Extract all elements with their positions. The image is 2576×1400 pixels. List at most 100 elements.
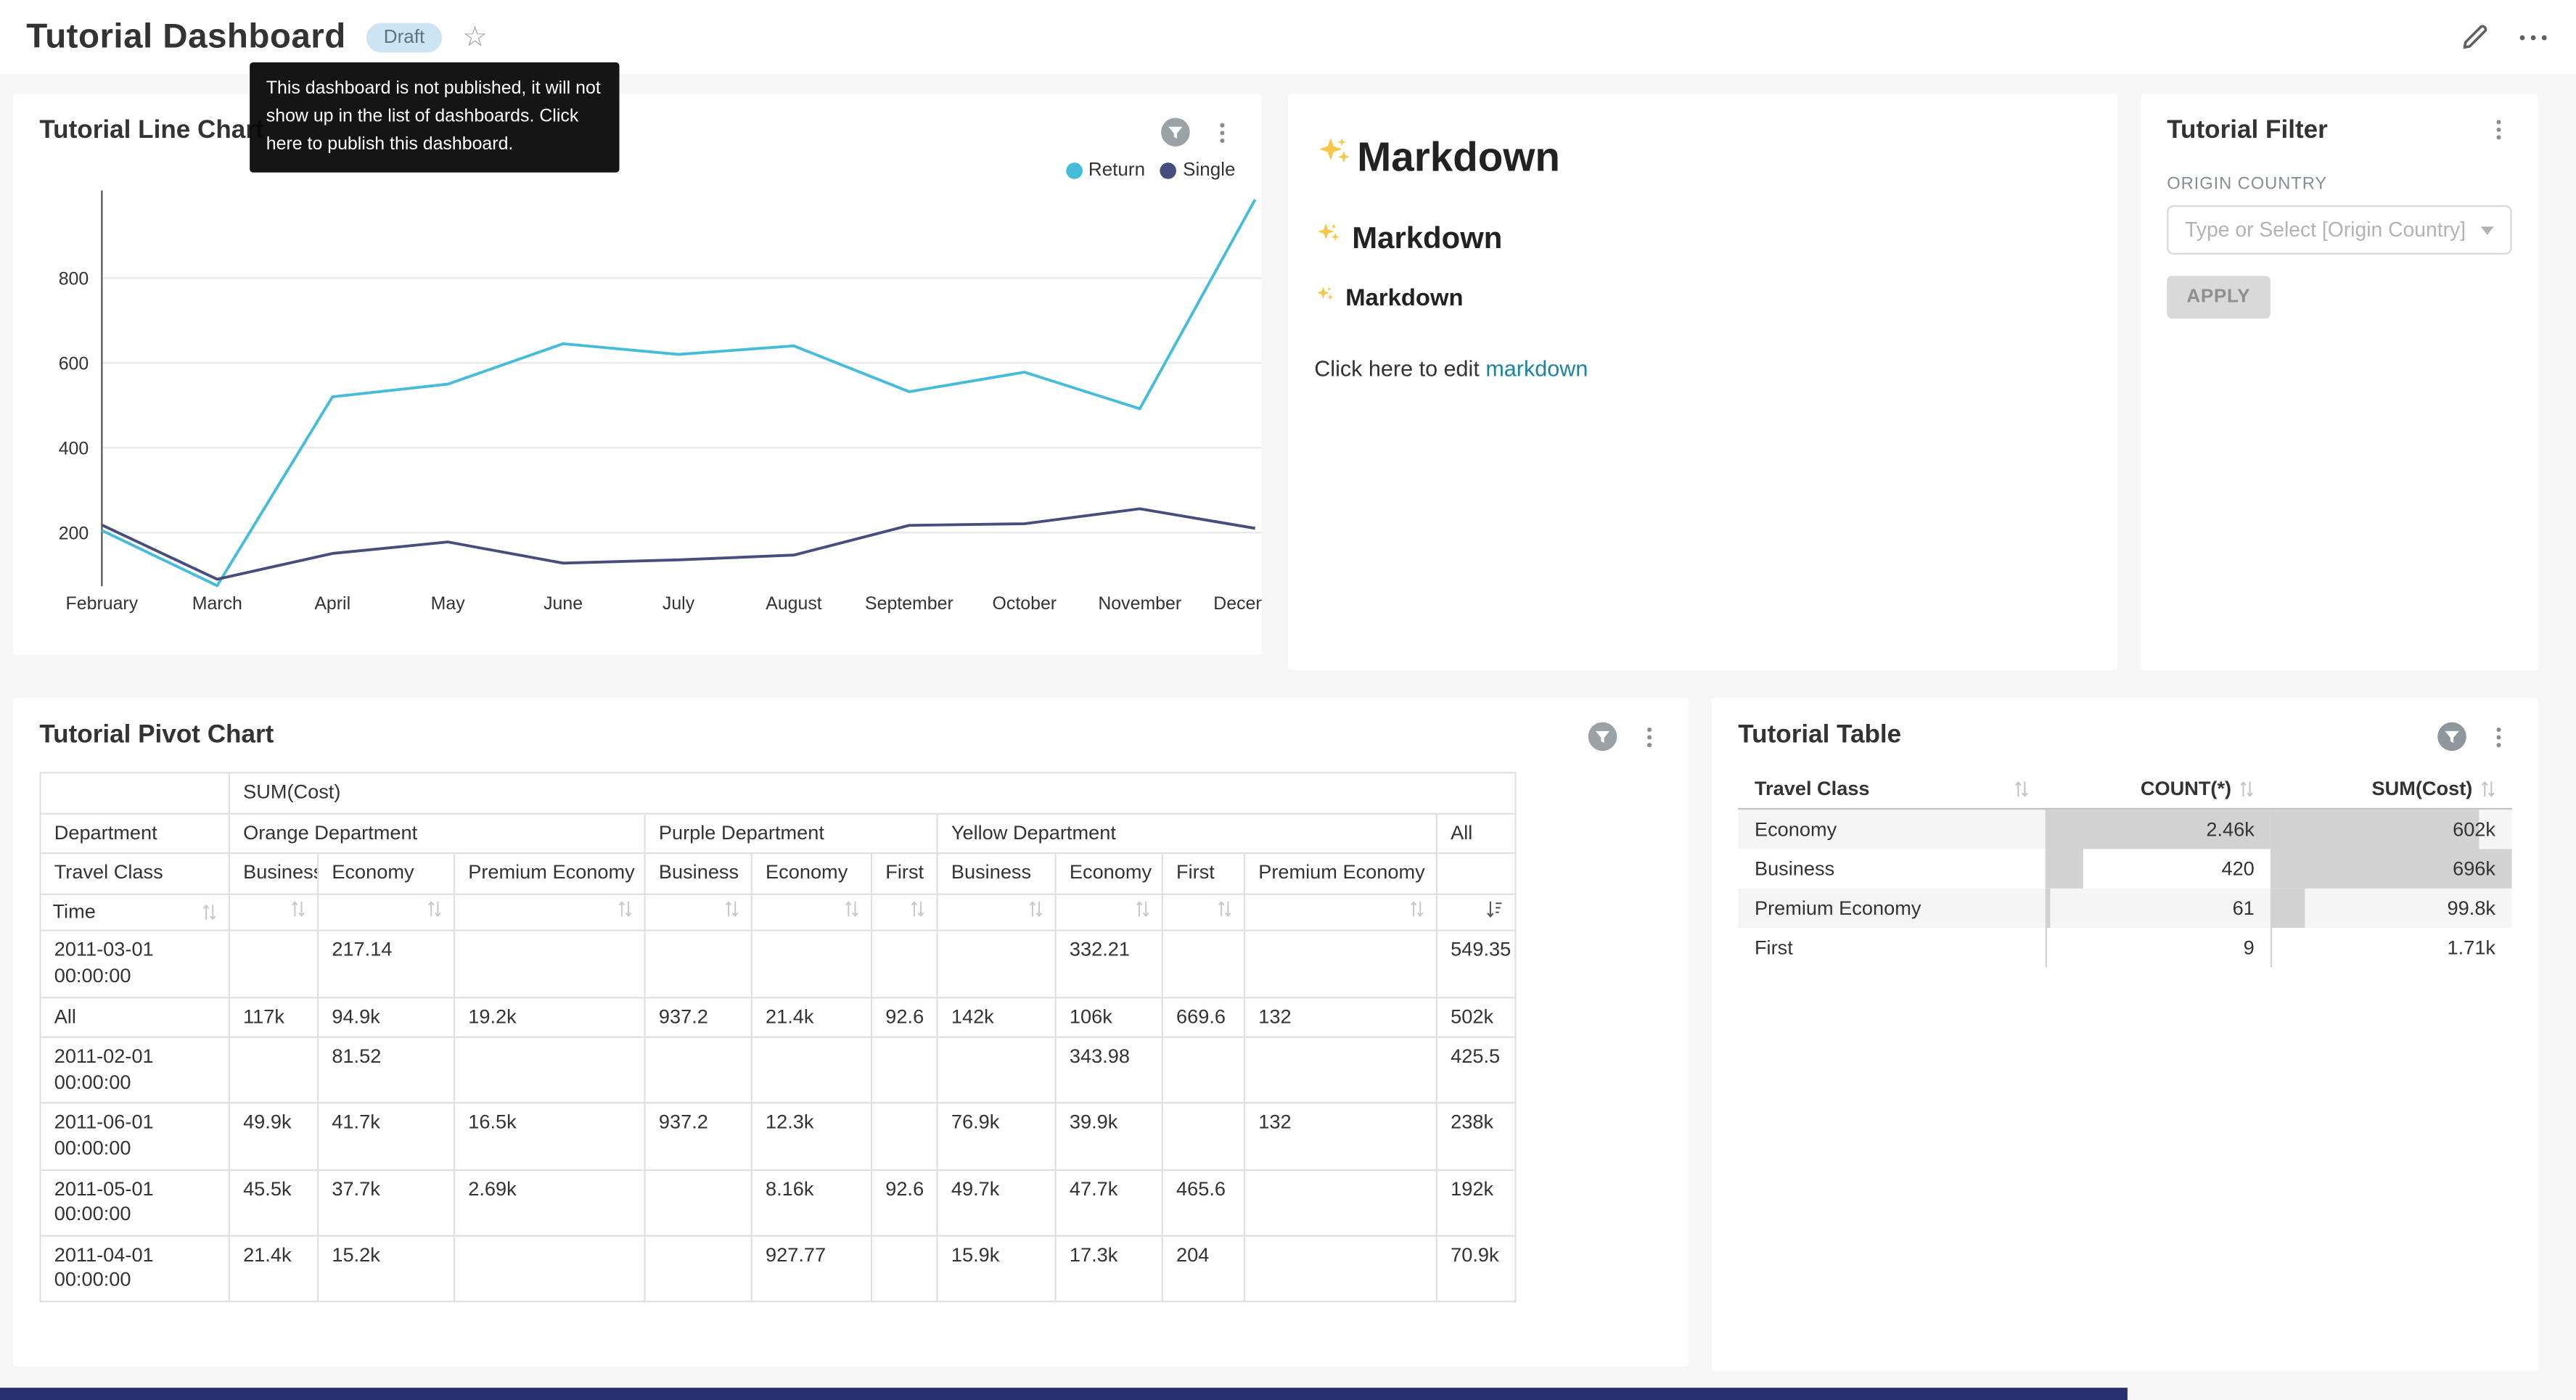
pivot-sort-time[interactable]: Time — [39, 893, 230, 932]
legend-item[interactable]: Return — [1065, 161, 1145, 181]
svg-text:September: September — [865, 593, 953, 614]
sort-icon[interactable] — [2239, 779, 2254, 797]
pivot-card-header: Tutorial Pivot Chart — [39, 721, 1662, 752]
pivot-table: SUM(Cost) Department Orange Department Purp… — [39, 772, 1517, 1303]
pivot-row: 2011-02-01 00:00:00 81.52 343.98 425.5 — [39, 1036, 1517, 1105]
filter-indicator-icon[interactable] — [2437, 721, 2468, 752]
edit-dashboard-icon[interactable] — [2459, 21, 2490, 52]
line-chart-card-icons — [1160, 117, 1235, 148]
sort-desc-icon[interactable] — [1485, 899, 1504, 918]
pivot-cell: 41.7k — [316, 1102, 456, 1171]
pivot-cell: 927.77 — [750, 1234, 873, 1303]
table-card-header: Tutorial Table — [1738, 721, 2511, 752]
pivot-cell — [228, 930, 319, 998]
favorite-star-icon[interactable]: ☆ — [462, 21, 488, 53]
pivot-class-header: Economy — [1054, 852, 1163, 895]
sort-icon[interactable] — [1028, 899, 1043, 918]
pivot-cell: 94.9k — [316, 996, 456, 1039]
line-chart-card-header: Tutorial Line Chart — [39, 117, 1235, 148]
draft-badge[interactable]: Draft — [365, 22, 443, 52]
pivot-sort-cell[interactable] — [870, 893, 938, 932]
kebab-menu-icon[interactable] — [2485, 723, 2511, 749]
pivot-sort-cell[interactable] — [936, 893, 1057, 932]
publish-tooltip[interactable]: This dashboard is not published, it will… — [250, 62, 620, 173]
pivot-sort-cell[interactable] — [1243, 893, 1437, 932]
pivot-row: 2011-05-01 00:00:00 45.5k 37.7k 2.69k 8.16k 92… — [39, 1168, 1517, 1237]
pivot-sort-cell-active[interactable] — [1435, 893, 1517, 932]
pivot-cell — [644, 1234, 752, 1303]
table-chart-card: Tutorial Table Travel Class COUNT(*) SUM(C… — [1712, 698, 2538, 1372]
more-options-icon[interactable] — [2516, 20, 2549, 53]
pivot-sort-cell[interactable] — [750, 893, 873, 932]
pivot-cell: 8.16k — [750, 1168, 873, 1237]
table-chart-table: Travel Class COUNT(*) SUM(Cost) Economy 2.46… — [1738, 768, 2512, 968]
cell-travel-class: First — [1754, 936, 1793, 960]
sort-icon[interactable] — [1135, 899, 1149, 918]
pivot-cell: 937.2 — [644, 996, 752, 1039]
value-bar — [2045, 849, 2084, 889]
cell-sum: 696k — [2271, 849, 2512, 889]
filter-indicator-icon[interactable] — [1587, 721, 1618, 752]
sort-icon[interactable] — [910, 899, 924, 918]
pivot-cell: 76.9k — [936, 1102, 1057, 1171]
apply-button[interactable]: APPLY — [2167, 276, 2271, 319]
pivot-sort-cell[interactable] — [644, 893, 752, 932]
pivot-cell: 465.6 — [1161, 1168, 1246, 1237]
value-bar — [2045, 928, 2046, 968]
sort-icon[interactable] — [291, 899, 305, 918]
pivot-group-header: Purple Department — [644, 812, 938, 855]
col-header-travel-class[interactable]: Travel Class — [1738, 768, 2046, 810]
sort-icon[interactable] — [845, 899, 859, 918]
kebab-menu-icon[interactable] — [1636, 723, 1662, 749]
pivot-cell — [936, 1036, 1057, 1105]
pivot-cell — [1243, 930, 1437, 998]
legend-item[interactable]: Single — [1160, 161, 1236, 181]
svg-text:December: December — [1213, 593, 1261, 614]
pivot-chart-title: Tutorial Pivot Chart — [39, 720, 274, 749]
col-header-count[interactable]: COUNT(*) — [2045, 768, 2271, 810]
svg-text:June: June — [543, 593, 583, 614]
kebab-menu-icon[interactable] — [2485, 117, 2511, 143]
pivot-chart-card: Tutorial Pivot Chart SUM(Cost) Department… — [13, 698, 1689, 1367]
pivot-all-header: All — [1435, 812, 1517, 855]
pivot-cell: 425.5 — [1435, 1036, 1517, 1105]
filter-indicator-icon[interactable] — [1160, 117, 1191, 148]
cell-count: 9 — [2045, 928, 2271, 968]
kebab-menu-icon[interactable] — [1209, 119, 1235, 145]
sort-icon[interactable] — [202, 903, 216, 921]
pivot-sort-cell[interactable] — [228, 893, 319, 932]
pivot-sort-cell[interactable] — [453, 893, 646, 932]
pivot-cell — [1161, 930, 1246, 998]
pivot-cell: 49.7k — [936, 1168, 1057, 1237]
sort-icon[interactable] — [427, 899, 442, 918]
table-row: First 9 1.71k — [1738, 928, 2511, 968]
pivot-class-header: Economy — [316, 852, 456, 895]
line-chart-title: Tutorial Line Chart — [39, 116, 264, 145]
header-actions — [2459, 20, 2550, 53]
sort-icon[interactable] — [618, 899, 632, 918]
sort-icon[interactable] — [1218, 899, 1232, 918]
pivot-cell: 21.4k — [228, 1234, 319, 1303]
origin-country-select[interactable]: Type or Select [Origin Country] — [2167, 205, 2512, 255]
pivot-sort-cell[interactable] — [1054, 893, 1163, 932]
sort-icon[interactable] — [2481, 779, 2495, 797]
value-bar — [2045, 888, 2051, 928]
pivot-cell — [644, 1036, 752, 1105]
pivot-class-header: Business — [644, 852, 752, 895]
sort-icon[interactable] — [724, 899, 739, 918]
pivot-cell — [453, 1036, 646, 1105]
markdown-edit-link[interactable]: markdown — [1485, 356, 1588, 382]
sort-icon[interactable] — [1410, 899, 1424, 918]
pivot-sort-cell[interactable] — [1161, 893, 1246, 932]
markdown-heading-1: Markdown — [1314, 133, 2091, 184]
col-header-sum[interactable]: SUM(Cost) — [2271, 768, 2512, 810]
pivot-cell: 37.7k — [316, 1168, 456, 1237]
sort-icon[interactable] — [2014, 779, 2028, 797]
pivot-sort-cell[interactable] — [316, 893, 456, 932]
markdown-card: Markdown Markdown Markdown Click here to… — [1287, 94, 2118, 670]
legend-dot — [1160, 162, 1177, 179]
table-row: Premium Economy 61 99.8k — [1738, 888, 2512, 928]
pivot-cell: 549.35 — [1435, 930, 1517, 998]
pivot-row-label: 2011-03-01 00:00:00 — [39, 930, 230, 998]
